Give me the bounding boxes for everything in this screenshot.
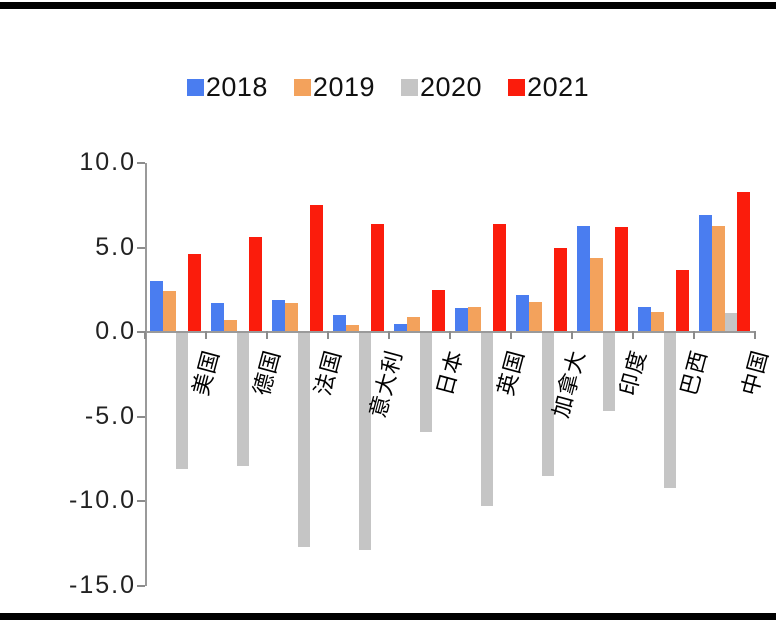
x-axis-label-日本: 日本 xyxy=(432,347,469,399)
bar-2019-意大利 xyxy=(345,325,359,332)
bar-2019-美国 xyxy=(162,291,176,332)
bar-2021-印度 xyxy=(615,227,629,332)
bar-2021-德国 xyxy=(249,237,263,332)
y-axis-tick-label: -15.0 xyxy=(69,570,136,599)
x-axis-label-德国: 德国 xyxy=(249,347,286,399)
bar-2021-美国 xyxy=(188,254,202,332)
bar-2018-英国 xyxy=(455,308,468,332)
y-axis-tick xyxy=(137,500,145,502)
bar-2019-德国 xyxy=(223,320,237,332)
bar-2020-日本 xyxy=(419,332,433,432)
bar-2018-加拿大 xyxy=(516,294,529,332)
legend-swatch-icon xyxy=(401,79,418,96)
legend-item-2021: 2021 xyxy=(508,72,589,103)
legend-label: 2018 xyxy=(205,72,268,102)
bottom-divider-rule xyxy=(0,613,776,620)
x-axis-tick xyxy=(510,331,512,339)
bar-2019-日本 xyxy=(406,316,420,332)
bar-2019-巴西 xyxy=(650,311,664,332)
legend-swatch-icon xyxy=(508,79,526,96)
legend-label: 2019 xyxy=(312,72,375,102)
bar-2021-日本 xyxy=(432,289,446,333)
bar-2021-巴西 xyxy=(676,269,690,332)
legend-item-2019: 2019 xyxy=(293,72,375,103)
bar-2020-意大利 xyxy=(358,332,372,550)
x-axis-tick xyxy=(388,331,390,339)
y-axis-tick-label: 10.0 xyxy=(79,148,136,176)
bar-2019-印度 xyxy=(589,257,603,332)
bar-2019-英国 xyxy=(467,306,481,332)
bar-2021-英国 xyxy=(493,223,507,332)
legend-item-2018: 2018 xyxy=(186,72,268,103)
top-divider-rule xyxy=(0,2,776,9)
bar-2020-英国 xyxy=(480,332,494,507)
bar-2020-法国 xyxy=(297,332,311,547)
bar-2021-法国 xyxy=(310,205,324,332)
x-axis-label-印度: 印度 xyxy=(615,347,652,399)
y-axis-tick-label: 0.0 xyxy=(95,317,136,345)
bar-2018-巴西 xyxy=(638,306,651,332)
bar-2019-中国 xyxy=(711,225,725,332)
bar-2020-巴西 xyxy=(663,332,677,488)
x-axis-label-巴西: 巴西 xyxy=(676,347,713,399)
bar-2018-德国 xyxy=(211,303,224,332)
bar-2018-意大利 xyxy=(333,315,346,332)
bar-2020-德国 xyxy=(236,332,250,466)
y-axis-tick-label: 5.0 xyxy=(95,232,136,261)
bar-2018-美国 xyxy=(150,281,163,332)
y-axis-line xyxy=(145,163,147,586)
bar-2021-加拿大 xyxy=(554,247,568,332)
x-axis-label-法国: 法国 xyxy=(310,347,347,399)
chart-legend: 2018 2019 2020 2021 xyxy=(0,72,776,103)
x-axis-tick xyxy=(205,331,207,339)
x-axis-tick xyxy=(754,331,756,339)
bar-2018-印度 xyxy=(577,225,590,332)
bar-2018-日本 xyxy=(394,323,407,332)
y-axis-tick xyxy=(137,331,145,333)
legend-swatch-icon xyxy=(293,79,311,96)
y-axis-tick xyxy=(137,162,145,164)
bar-2021-意大利 xyxy=(371,223,385,332)
bar-2018-中国 xyxy=(699,215,712,332)
y-axis-tick-label: -5.0 xyxy=(84,401,136,430)
bar-2020-加拿大 xyxy=(541,332,555,476)
x-axis-label-美国: 美国 xyxy=(188,347,225,399)
bar-2019-法国 xyxy=(284,303,298,332)
x-axis-tick xyxy=(632,331,634,339)
bar-2020-印度 xyxy=(602,332,616,412)
bar-2018-法国 xyxy=(272,299,285,332)
x-axis-tick xyxy=(693,331,695,339)
y-axis-tick-label: -10.0 xyxy=(69,486,136,514)
bar-2020-美国 xyxy=(175,332,189,469)
x-axis-tick xyxy=(144,331,146,339)
x-axis-tick xyxy=(571,331,573,339)
x-axis-label-中国: 中国 xyxy=(737,347,774,399)
legend-label: 2021 xyxy=(527,72,590,102)
y-axis-tick xyxy=(137,246,145,249)
legend-item-2020: 2020 xyxy=(401,72,482,103)
x-axis-tick xyxy=(327,331,329,339)
y-axis-tick xyxy=(137,584,145,587)
legend-swatch-icon xyxy=(186,79,204,96)
legend-label: 2020 xyxy=(420,72,483,102)
x-axis-label-英国: 英国 xyxy=(493,347,530,399)
bar-2019-加拿大 xyxy=(528,301,542,332)
x-axis-tick xyxy=(449,331,451,339)
bar-2021-中国 xyxy=(737,191,751,332)
y-axis-tick xyxy=(137,415,145,418)
bar-2020-中国 xyxy=(724,313,738,332)
x-axis-tick xyxy=(266,331,268,339)
